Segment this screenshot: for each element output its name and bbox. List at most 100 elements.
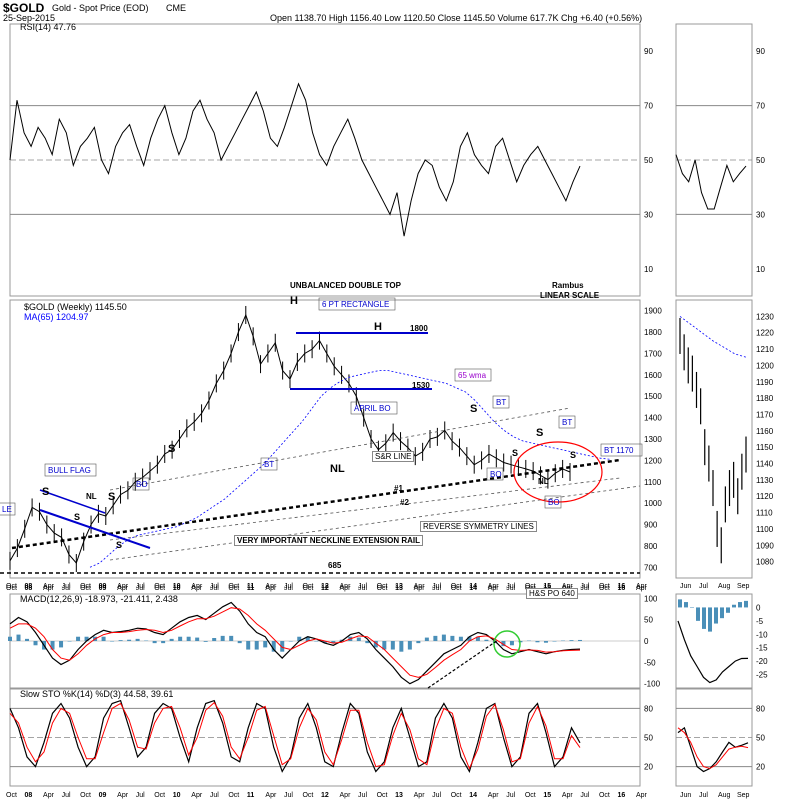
x-tick-label-1: Jul	[210, 585, 219, 592]
price-line	[9, 313, 571, 564]
macd-hist-bar	[467, 636, 472, 641]
x-tick-label-0: Oct	[525, 583, 536, 590]
x-tick-label-1: Apr	[340, 585, 352, 592]
annot-le-box	[0, 502, 16, 516]
inset-ma-line	[679, 316, 747, 358]
x-tick-label-0: Jul	[506, 583, 515, 590]
x-tick-label-0: 14	[469, 583, 477, 590]
annot-srline: S&R LINE	[372, 451, 415, 462]
macd-hist-bar	[101, 636, 106, 641]
annot-april-bo: APRIL BO	[354, 404, 391, 413]
annot-num2: #2	[400, 498, 409, 507]
x-tick-label-0: Apr	[117, 583, 129, 590]
x-tick-label-2: Oct	[302, 792, 313, 799]
macd-tick-label: 0	[644, 637, 649, 646]
macd-tick-label: -100	[644, 680, 661, 689]
x-tick-label-0: Oct	[154, 583, 165, 590]
ma65-line	[89, 370, 611, 568]
x-tick-label-2: Oct	[228, 792, 239, 799]
chart-exchange: CME	[166, 3, 186, 13]
macd-hist-bar	[169, 638, 174, 641]
macd-hist-bar	[416, 641, 421, 644]
annot-neckline: VERY IMPORTANT NECKLINE EXTENSION RAIL	[234, 535, 423, 546]
x-tick-label-2: Apr	[414, 792, 426, 799]
annot-s-2: S	[168, 443, 175, 455]
macd-trendline	[427, 639, 499, 689]
rsi-label: RSI(14) 47.76	[20, 22, 77, 32]
rsi-inset-tick-label: 10	[756, 265, 765, 274]
macd-hist-bar	[212, 638, 217, 641]
x-tick-label-2: Jul	[136, 792, 145, 799]
macd-hist-bar	[8, 636, 12, 641]
annot-hspo: H&S PO 640	[526, 588, 578, 599]
x-tick-label-0: 12	[321, 583, 329, 590]
x-tick-label-1: 11	[247, 585, 255, 592]
annot-bt-1-box	[260, 457, 278, 471]
x-tick-label-2: Oct	[525, 792, 536, 799]
x-tick-label-2: 16	[617, 792, 625, 799]
x-tick-label-0: Oct	[80, 583, 91, 590]
x-tick-label-2: Apr	[191, 792, 203, 799]
x-tick-label-2: Jul	[432, 792, 441, 799]
x-tick-label-1: Oct	[599, 585, 610, 592]
macd-inset-tick-label: -10	[756, 630, 768, 639]
macd-inset-hist-bar	[708, 607, 712, 632]
x-tick-label-0: Apr	[636, 583, 648, 590]
sto-k-line	[9, 699, 581, 774]
x-tick-label-0: 11	[247, 583, 255, 590]
x-tick-label-1: Jul	[506, 585, 515, 592]
rsi-inset-tick-label: 50	[756, 156, 765, 165]
x-tick-label-2: Jul	[580, 792, 589, 799]
x-tick-label-1: Oct	[302, 585, 313, 592]
annot-s-7: S	[512, 448, 518, 458]
x-tick-label-0: 13	[395, 583, 403, 590]
x-tick-label-1: 14	[469, 585, 477, 592]
macd-tick-label: 50	[644, 616, 653, 625]
annot-685: 685	[328, 561, 342, 570]
price-tick-label: 900	[644, 521, 658, 530]
annot-unbalanced: UNBALANCED DOUBLE TOP	[290, 281, 401, 290]
sto-inset-tick-label: 50	[756, 734, 765, 743]
x-tick-label-1: Jul	[580, 585, 589, 592]
x-tick-label-0: Jul	[284, 583, 293, 590]
x-tick-label-0: 09	[99, 583, 107, 590]
flag-upper-line	[39, 489, 106, 514]
x-tick-label-1: Oct	[228, 585, 239, 592]
macd-hist-bar	[552, 641, 557, 642]
sto-inset-k-line	[677, 726, 749, 773]
x-tick-label-0: Oct	[599, 583, 610, 590]
macd-inset-hist-bar	[744, 600, 748, 608]
x-tick-label-0: Apr	[414, 583, 426, 590]
macd-inset-hist-bar	[726, 607, 730, 613]
macd-signal-line	[9, 607, 581, 678]
annot-april-bo-box	[350, 401, 398, 415]
macd-tick-label: 100	[644, 594, 658, 603]
x-tick-label-2: Apr	[340, 792, 352, 799]
macd-hist-bar	[246, 641, 251, 650]
x-tick-label-2: Oct	[6, 792, 17, 799]
macd-hist-bar	[59, 641, 64, 648]
inset-x-tick-label: Aug	[718, 583, 731, 590]
macd-inset-hist-bar	[696, 607, 700, 621]
annot-s-6: S	[116, 540, 122, 550]
annot-bo-1: BO	[136, 480, 148, 489]
x-tick-label-0: Oct	[302, 583, 313, 590]
x-tick-label-2: Jul	[62, 792, 71, 799]
annot-rambus: Rambus	[552, 281, 584, 290]
price-inset-tick-label: 1160	[756, 427, 774, 436]
annot-nl-right: NL	[538, 477, 549, 486]
x-tick-label-1: Jul	[136, 585, 145, 592]
x-tick-label-0: 15	[543, 583, 551, 590]
macd-hist-bar	[399, 641, 404, 652]
macd-hist-bar	[67, 641, 72, 642]
x-tick-label-0: Apr	[488, 583, 500, 590]
annot-h-left: H	[290, 295, 298, 307]
x-tick-label-0: Apr	[43, 583, 55, 590]
price-inset-tick-label: 1230	[756, 312, 774, 321]
macd-hist-bar	[433, 635, 438, 641]
sto-inset-tick-label: 20	[756, 763, 765, 772]
red-circle	[513, 441, 603, 503]
sto-inset-tick-label: 80	[756, 704, 765, 713]
annot-s-5: S	[74, 512, 80, 522]
